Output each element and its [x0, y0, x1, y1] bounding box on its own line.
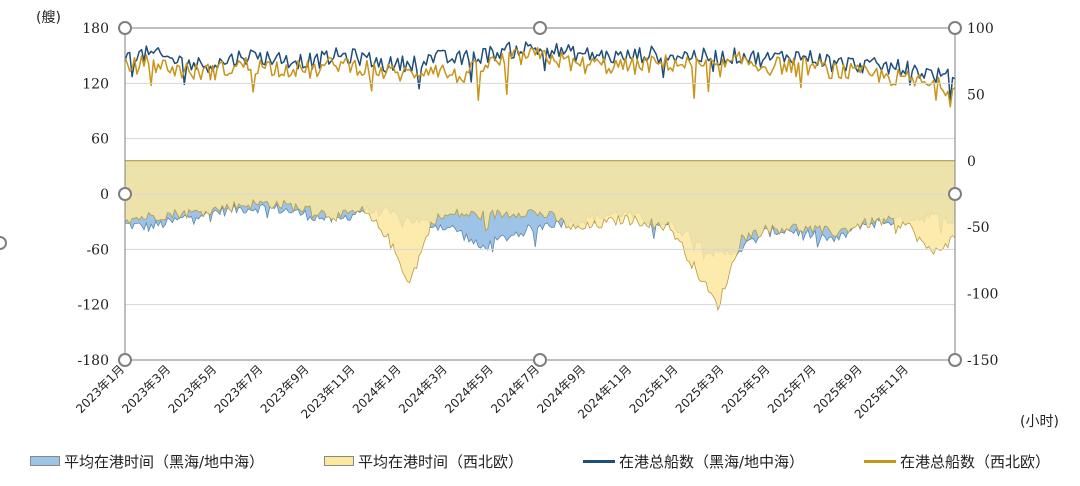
legend-label-bs-area: 平均在港时间（黑海/地中海） — [63, 452, 265, 471]
right-tick-label: -100 — [967, 287, 998, 303]
right-tick-label: -150 — [967, 353, 998, 369]
area-nw-europe — [124, 160, 956, 312]
selection-handle — [948, 187, 962, 201]
selection-handle — [0, 236, 7, 250]
selection-handle — [533, 21, 547, 35]
line-nw-europe — [124, 46, 956, 108]
legend-swatch-bs-area — [29, 456, 60, 466]
selection-handle — [118, 353, 132, 367]
left-tick-label: 0 — [100, 187, 109, 203]
left-unit-label: (艘) — [36, 10, 61, 26]
legend-item-nw-line: 在港总船数（西北欧） — [863, 451, 1050, 472]
legend-swatch-nw-line — [863, 459, 896, 463]
legend-swatch-nw-area — [323, 456, 354, 466]
legend-item-nw-area: 平均在港时间（西北欧） — [323, 451, 523, 472]
frame-layer — [0, 21, 962, 367]
legend-label-nw-line: 在港总船数（西北欧） — [899, 452, 1050, 471]
chart-svg: 180 120 60 0 -60 -120 -180 100 50 0 -50 -100 -150 202… — [0, 10, 1059, 430]
legend-label-nw-area: 平均在港时间（西北欧） — [357, 452, 523, 471]
x-tick-label: 2024年3月 — [396, 362, 450, 416]
right-unit-label: (小时) — [1020, 414, 1059, 430]
selection-handle — [118, 187, 132, 201]
left-tick-label: -180 — [78, 353, 109, 369]
line-layer — [124, 41, 956, 108]
x-tick-label: 2024年7月 — [488, 362, 542, 416]
legend-label-bs-line: 在港总船数（黑海/地中海） — [618, 452, 805, 471]
x-tick-label: 2025年5月 — [719, 362, 773, 416]
legend: 平均在港时间（黑海/地中海） 平均在港时间（西北欧） 在港总船数（黑海/地中海）… — [0, 448, 1080, 474]
x-tick-label: 2025年7月 — [765, 362, 819, 416]
x-tick-label: 2025年1月 — [627, 362, 681, 416]
line-blacksea-med — [124, 41, 956, 101]
left-tick-label: -120 — [78, 298, 109, 314]
legend-swatch-bs-line — [582, 459, 615, 463]
left-tick-label: -60 — [86, 242, 109, 258]
x-tick-label: 2024年1月 — [350, 362, 404, 416]
right-tick-label: 100 — [967, 21, 994, 37]
left-tick-label: 180 — [82, 21, 109, 37]
right-tick-label: -50 — [967, 220, 990, 236]
x-tick-label: 2025年3月 — [673, 362, 727, 416]
selection-handle — [533, 353, 547, 367]
x-tick-label: 2023年1月 — [73, 362, 127, 416]
x-tick-label: 2023年5月 — [165, 362, 219, 416]
left-tick-label: 120 — [82, 76, 109, 92]
legend-item-bs-area: 平均在港时间（黑海/地中海） — [29, 451, 265, 472]
selection-handle — [948, 21, 962, 35]
right-tick-label: 0 — [967, 154, 976, 170]
legend-item-bs-line: 在港总船数（黑海/地中海） — [582, 451, 805, 472]
left-tick-label: 60 — [91, 132, 109, 148]
selection-handle — [948, 353, 962, 367]
x-tick-label: 2023年3月 — [119, 362, 173, 416]
x-tick-label: 2023年7月 — [212, 362, 266, 416]
area-layer — [124, 160, 956, 312]
right-tick-label: 50 — [967, 87, 985, 103]
x-tick-label: 2024年5月 — [442, 362, 496, 416]
selection-handle — [118, 21, 132, 35]
